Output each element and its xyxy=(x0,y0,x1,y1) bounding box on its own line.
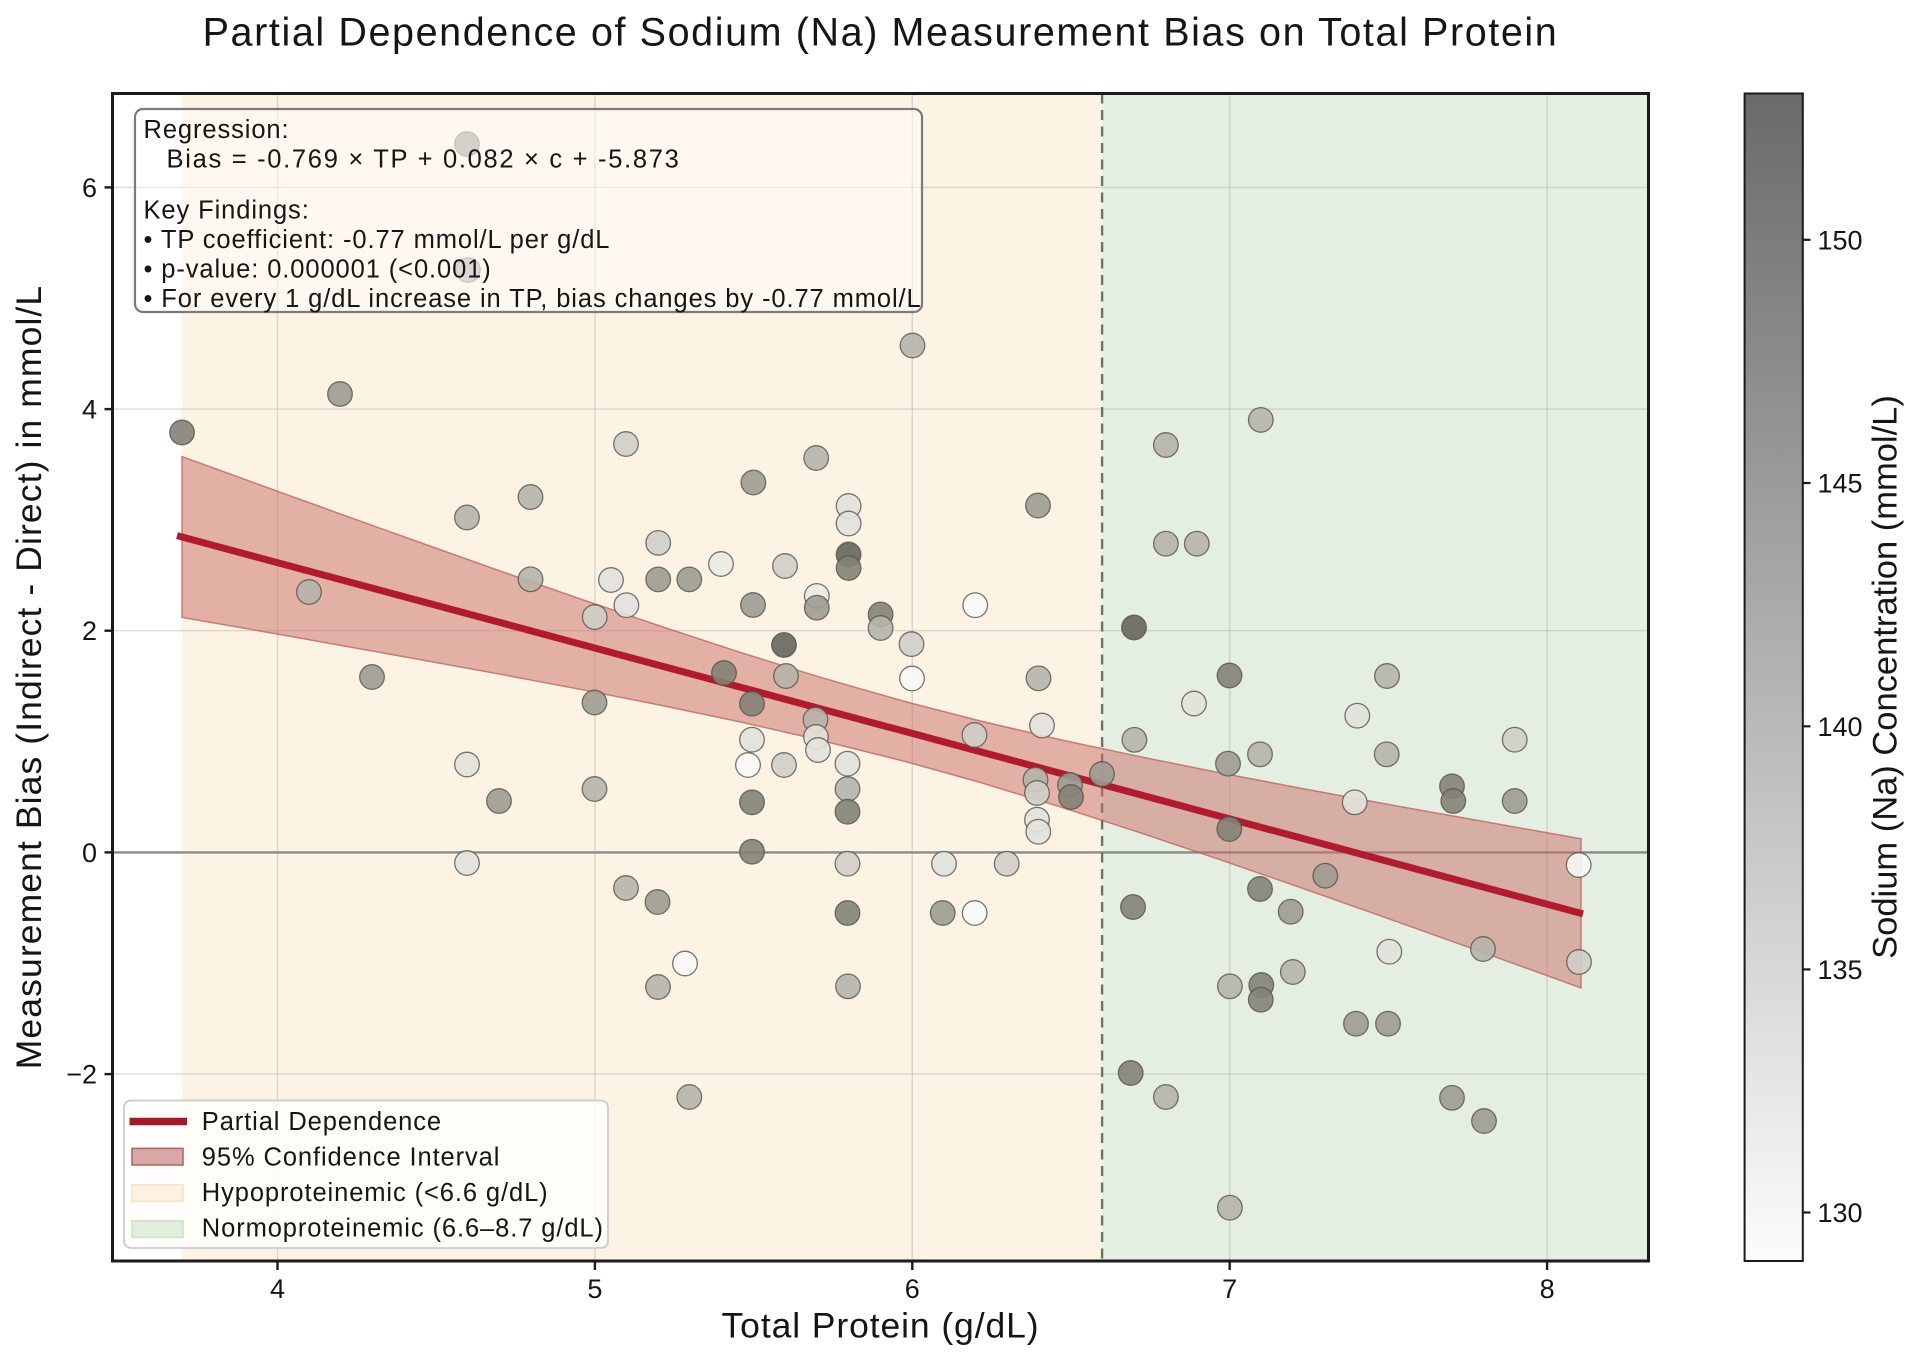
svg-text:4: 4 xyxy=(270,1274,285,1304)
svg-text:Normoproteinemic (6.6–8.7 g/dL: Normoproteinemic (6.6–8.7 g/dL) xyxy=(202,1215,604,1243)
svg-text:Total Protein (g/dL): Total Protein (g/dL) xyxy=(722,1306,1040,1346)
svg-text:135: 135 xyxy=(1818,955,1863,985)
svg-text:2: 2 xyxy=(82,616,97,646)
svg-text:4: 4 xyxy=(82,395,97,425)
svg-text:150: 150 xyxy=(1818,225,1863,255)
svg-text:−2: −2 xyxy=(66,1060,97,1090)
svg-text:Bias = -0.769 × TP + 0.082 × c: Bias = -0.769 × TP + 0.082 × c + -5.873 xyxy=(167,146,681,174)
svg-text:95% Confidence Interval: 95% Confidence Interval xyxy=(202,1144,501,1172)
svg-text:8: 8 xyxy=(1540,1274,1555,1304)
svg-text:7: 7 xyxy=(1222,1274,1237,1304)
svg-text:Sodium (Na) Concentration (mmo: Sodium (Na) Concentration (mmol/L) xyxy=(1867,395,1905,959)
svg-text:130: 130 xyxy=(1818,1198,1863,1228)
svg-text:Regression:: Regression: xyxy=(144,116,290,144)
svg-text:Partial Dependence of Sodium (: Partial Dependence of Sodium (Na) Measur… xyxy=(203,11,1559,55)
svg-text:Partial Dependence: Partial Dependence xyxy=(202,1108,442,1136)
svg-text:Measurement Bias (Indirect - D: Measurement Bias (Indirect - Direct) in … xyxy=(9,285,49,1069)
svg-text:0: 0 xyxy=(82,838,97,868)
svg-text:145: 145 xyxy=(1818,469,1863,499)
svg-text:• TP coefficient: -0.77 mmol/L: • TP coefficient: -0.77 mmol/L per g/dL xyxy=(144,226,611,254)
svg-text:Key Findings:: Key Findings: xyxy=(144,197,310,225)
svg-text:140: 140 xyxy=(1818,712,1863,742)
svg-text:• p-value: 0.000001 (<0.001): • p-value: 0.000001 (<0.001) xyxy=(144,256,492,284)
svg-text:6: 6 xyxy=(905,1274,920,1304)
svg-text:• For every 1 g/dL increase in: • For every 1 g/dL increase in TP, bias … xyxy=(144,285,922,313)
svg-text:5: 5 xyxy=(587,1274,602,1304)
svg-text:Hypoproteinemic (<6.6 g/dL): Hypoproteinemic (<6.6 g/dL) xyxy=(202,1179,549,1207)
svg-text:6: 6 xyxy=(82,173,97,203)
